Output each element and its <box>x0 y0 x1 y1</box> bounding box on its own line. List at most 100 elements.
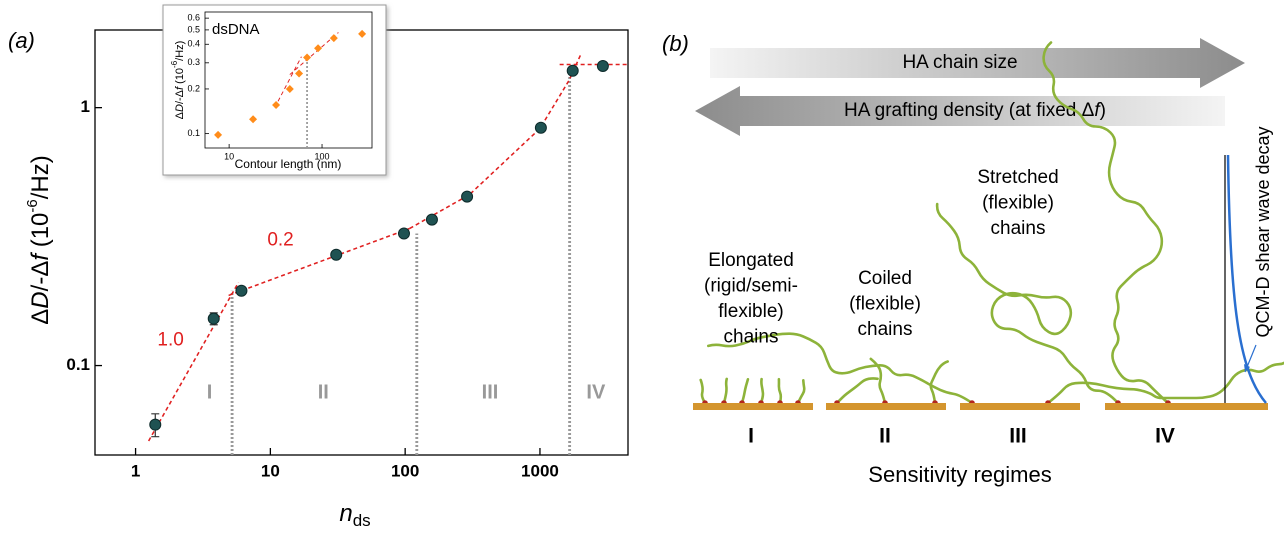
y-axis-label: ΔD/-Δf (10-6/Hz) <box>24 155 54 324</box>
polymer-chain <box>1042 41 1170 405</box>
data-point <box>397 227 410 240</box>
data-point <box>534 121 547 134</box>
polymer-chain <box>935 202 1120 405</box>
label-part: HA grafting density (at fixed Δ <box>844 100 1095 121</box>
regime-description: Coiled <box>858 268 912 289</box>
label-part: -6 <box>170 60 179 68</box>
polymer-chain <box>777 377 783 405</box>
label-part: Δ <box>27 309 54 325</box>
y-tick-label: 0.1 <box>66 355 90 374</box>
regime-description: (flexible) <box>982 193 1054 214</box>
regime-description: flexible) <box>718 301 783 322</box>
x-tick-label: 1 <box>131 461 140 480</box>
regime-numeral: III <box>1009 425 1027 448</box>
inset-title: dsDNA <box>212 21 260 38</box>
polymer-chain <box>759 377 765 405</box>
arrow-right <box>710 38 1245 88</box>
data-point <box>314 44 323 53</box>
data-point <box>425 213 438 226</box>
region-label: II <box>318 382 329 404</box>
label-part: /-Δ <box>27 261 54 292</box>
data-point <box>149 418 162 431</box>
data-point <box>461 190 474 203</box>
data-point <box>214 130 223 139</box>
polymer-chain <box>740 378 750 405</box>
regime-description: Stretched <box>977 167 1058 188</box>
regime-numeral: IV <box>1155 425 1175 448</box>
plot-frame <box>204 11 373 149</box>
data-point <box>303 53 312 62</box>
data-point <box>285 84 294 93</box>
y-tick-label: 0.3 <box>187 57 200 67</box>
label-part: f <box>1094 100 1101 121</box>
y-tick-label: 0.6 <box>187 13 200 23</box>
label-part: D <box>174 104 186 112</box>
data-point <box>596 60 609 73</box>
x-tick-label: 10 <box>261 461 280 480</box>
label-part: ds <box>353 511 371 530</box>
region-label: III <box>482 382 499 404</box>
label-part: D <box>27 291 54 308</box>
polymer-chain <box>707 332 974 405</box>
regimes: I Elongated (rigid/semi-flexible) chains II C… <box>704 167 1175 448</box>
regime-description: chains <box>724 327 779 348</box>
decay-label: QCM-D shear wave decay <box>1253 126 1273 337</box>
data-point <box>272 100 281 109</box>
data-point <box>235 284 248 297</box>
y-tick-label: 0.5 <box>187 24 200 34</box>
arrow-label: HA grafting density (at fixed Δf) <box>844 100 1106 121</box>
regime-description: Elongated <box>708 250 794 271</box>
arrow-label: HA chain size <box>902 52 1017 73</box>
inset-frame <box>162 4 387 176</box>
fit-line <box>289 32 339 75</box>
polymer-chain <box>796 379 806 405</box>
label-part: ) <box>1100 100 1106 121</box>
y-tick-label: 0.4 <box>187 39 200 49</box>
regime-numeral: II <box>879 425 891 448</box>
regime-numeral: I <box>748 425 754 448</box>
x-axis-label: nds <box>339 500 370 530</box>
regime-description: (rigid/semi- <box>704 276 798 297</box>
regime-description: chains <box>858 319 913 340</box>
label-part: f <box>174 86 186 90</box>
y-tick-label: 0.2 <box>187 83 200 93</box>
data-point <box>207 312 220 325</box>
label-part: f <box>27 252 54 261</box>
fit-line <box>147 282 240 442</box>
data-point <box>249 115 258 124</box>
data-point <box>330 248 343 261</box>
slope-label: 0.2 <box>267 230 293 251</box>
polymer-chain <box>1046 361 1284 405</box>
region-label: I <box>207 382 213 404</box>
polymer-chain <box>929 360 949 405</box>
polymer-chain <box>835 377 879 405</box>
region-label: IV <box>586 382 606 404</box>
inset-plot: 10 100 0.1 0.2 0.3 0.4 0.50.6 <box>187 11 373 161</box>
fit-line <box>228 227 410 297</box>
label-part: -6 <box>24 199 41 212</box>
x-tick-label: 100 <box>391 461 419 480</box>
label-part: /Hz) <box>174 41 186 61</box>
substrate <box>1105 403 1268 410</box>
fit-line <box>274 56 302 108</box>
substrate <box>693 403 813 410</box>
x-tick-label: 1000 <box>521 461 559 480</box>
data-point <box>566 64 579 77</box>
inset-y-label: ΔD/-Δf (10-6/Hz) <box>170 41 186 120</box>
polymer-chain <box>699 378 707 405</box>
label-part: Δ <box>174 111 186 119</box>
panel-label: (b) <box>662 31 689 56</box>
y-tick-label: 0.1 <box>187 128 200 138</box>
decay-curve <box>1226 154 1267 404</box>
arrow-left <box>695 86 1225 136</box>
regime-description: (flexible) <box>849 294 921 315</box>
x-tick-label: 100 <box>315 151 330 161</box>
y-tick-label: 1 <box>81 97 90 116</box>
regime-description: chains <box>991 218 1046 239</box>
label-part: /-Δ <box>174 89 186 104</box>
fit-line <box>409 54 582 230</box>
label-part: (10 <box>27 213 54 254</box>
data-point <box>329 34 338 43</box>
